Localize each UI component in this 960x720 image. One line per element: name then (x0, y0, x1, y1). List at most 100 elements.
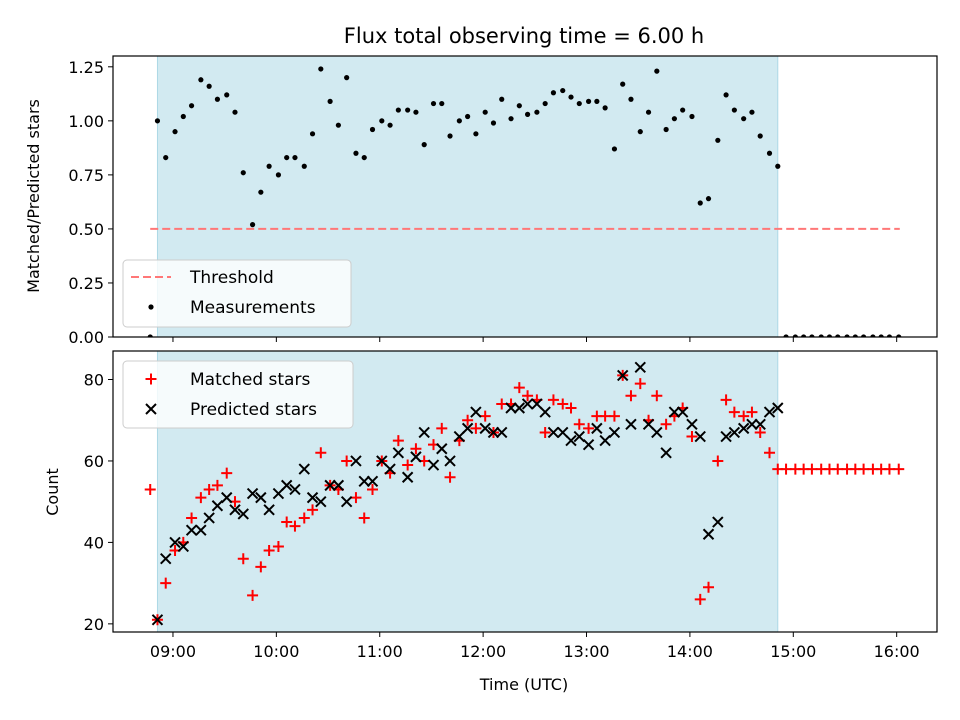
matched-star-point (247, 589, 259, 601)
predicted-star-point (712, 516, 724, 528)
measurement-point (602, 105, 608, 111)
measurement-point (198, 77, 204, 83)
x-tick-label: 09:00 (150, 642, 196, 661)
legend: Threshold Measurements (122, 259, 352, 328)
predicted-star-point (746, 418, 758, 431)
predicted-star-point (237, 508, 249, 520)
top-y-axis-label: Matched/Predicted stars (24, 99, 43, 293)
measurement-point (568, 94, 574, 100)
x-tick-label: 11:00 (357, 642, 403, 661)
x-tick-label: 16:00 (874, 642, 920, 661)
measurement-point (731, 107, 737, 113)
predicted-star-point (461, 422, 474, 435)
predicted-star-point (418, 426, 430, 439)
measurement-point (413, 109, 419, 115)
measurement-point (852, 334, 858, 337)
predicted-star-point (151, 614, 164, 626)
predicted-star-point (384, 463, 396, 475)
measurement-point (266, 163, 272, 169)
matched-star-point (754, 426, 766, 438)
predicted-star-point (392, 447, 405, 459)
matched-star-point (186, 512, 198, 524)
matched-star-point (341, 455, 353, 467)
matched-star-point (462, 414, 474, 426)
predicted-star-point (660, 447, 672, 459)
y-tick-label: 0.25 (68, 274, 104, 293)
predicted-star-point (651, 426, 663, 439)
measurement-point (379, 118, 385, 124)
legend-measurements-swatch (148, 304, 154, 310)
measurement-point (671, 116, 677, 122)
matched-star-point (583, 422, 595, 434)
predicted-star-point (513, 402, 526, 414)
predicted-star-point (539, 406, 551, 418)
measurement-point (534, 109, 540, 115)
measurement-point (524, 111, 531, 117)
measurement-point (757, 133, 763, 139)
x-axis-label: Time (UTC) (479, 675, 568, 694)
matched-star-point (625, 390, 637, 402)
measurement-point (284, 154, 290, 161)
predicted-star-point (573, 430, 585, 443)
measurement-point (473, 131, 479, 137)
predicted-star-point (582, 438, 595, 451)
measurement-point (689, 113, 695, 120)
matched-star-point (712, 455, 724, 467)
measurement-point (421, 142, 427, 148)
predicted-star-point (211, 500, 224, 512)
measurement-point (576, 100, 582, 107)
matched-star-point (160, 577, 172, 589)
measurement-point (301, 163, 307, 169)
measurement-point (232, 109, 238, 115)
predicted-star-point (203, 512, 215, 524)
measurement-point (826, 334, 833, 337)
measurement-point (456, 118, 462, 124)
predicted-star-point (229, 504, 241, 516)
legend: Matched stars Predicted stars (122, 360, 354, 429)
predicted-star-point (634, 361, 646, 373)
measurement-point (560, 87, 566, 94)
legend-matched-label: Matched stars (190, 370, 310, 390)
predicted-star-point (340, 495, 353, 508)
matched-star-point (496, 398, 508, 410)
y-tick-label: 0.75 (68, 166, 104, 185)
measurement-point (680, 107, 686, 113)
predicted-star-point (358, 475, 370, 488)
predicted-star-point (547, 426, 560, 439)
top-panel: 0.00 0.25 0.50 0.75 1.00 1.25 Threshold Measure… (68, 55, 938, 347)
matched-star-point (634, 378, 646, 390)
predicted-star-point (280, 479, 293, 492)
x-tick-label: 13:00 (563, 642, 609, 661)
matched-star-point (298, 512, 310, 524)
predicted-star-point (608, 426, 621, 439)
measurement-point (154, 118, 161, 124)
measurement-point (447, 133, 453, 139)
y-tick-label: 1.25 (68, 58, 104, 77)
matched-star-point (858, 463, 870, 475)
matched-star-point (263, 545, 275, 557)
x-tick-label: 14:00 (667, 642, 713, 661)
bottom-panel: 20 40 60 80 09:00 10:00 11:00 12:00 13:00 14:00 15… (84, 350, 938, 661)
predicted-star-point (694, 430, 706, 443)
predicted-star-point (720, 430, 732, 443)
matched-star-point (358, 512, 370, 524)
measurement-point (214, 96, 221, 102)
measurement-point (723, 92, 729, 98)
matched-star-point (599, 410, 611, 422)
measurement-point (516, 103, 522, 109)
measurement-point (405, 107, 411, 113)
measurement-point (508, 116, 514, 122)
matched-star-point (746, 406, 758, 418)
matched-star-point (660, 418, 672, 430)
matched-star-point (402, 459, 414, 471)
measurement-point (620, 81, 626, 87)
measurement-point (430, 100, 437, 107)
predicted-star-point (686, 418, 698, 431)
predicted-star-point (470, 406, 482, 418)
matched-star-point (255, 561, 267, 573)
matched-star-point (444, 471, 456, 483)
bottom-y-axis-label: Count (43, 468, 62, 516)
predicted-star-point (599, 434, 611, 447)
legend-predicted-label: Predicted stars (190, 400, 317, 420)
